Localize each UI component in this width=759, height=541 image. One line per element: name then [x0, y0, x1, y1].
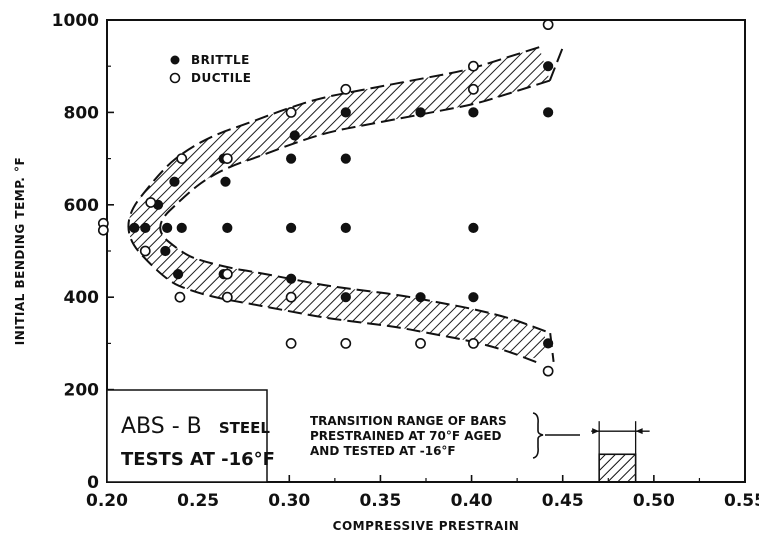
info-box: ABS - B STEEL TESTS AT -16°F	[106, 389, 275, 483]
ductile-point	[145, 197, 157, 208]
transition-band-layer	[127, 46, 564, 364]
brittle-point	[468, 222, 479, 233]
ductile-point	[467, 60, 479, 72]
brittle-point	[129, 222, 140, 233]
reference-range-arrow-right	[635, 428, 643, 435]
ductile-point	[467, 83, 479, 95]
upper-dashed-extension	[548, 47, 564, 81]
reference-range-bar	[598, 453, 637, 483]
ductile-point	[285, 337, 297, 349]
x-tick-labels: 0.20 0.25 0.30 0.35 0.40 0.45 0.50 0.55	[86, 491, 759, 511]
reference-note: TRANSITION RANGE OF BARS PRESTRAINED AT …	[310, 412, 580, 459]
ductile-point	[340, 337, 352, 349]
ductile-point	[97, 224, 109, 236]
transition-band-outer-dashed	[159, 79, 551, 335]
ductile-point	[285, 107, 297, 118]
brittle-point	[340, 222, 351, 233]
y-tick-label: 600	[64, 196, 100, 216]
brittle-point	[468, 292, 479, 303]
reference-note-line3: AND TESTED AT -16°F	[310, 444, 456, 458]
x-tick-label: 0.30	[268, 491, 310, 511]
reference-note-line1: TRANSITION RANGE OF BARS	[310, 414, 507, 428]
transition-band-hatch	[128, 47, 550, 359]
y-tick-label: 200	[64, 381, 100, 401]
ductile-point	[174, 291, 186, 303]
legend-brittle-label: BRITTLE	[191, 53, 250, 67]
x-tick-label: 0.50	[633, 491, 675, 511]
brittle-point	[340, 292, 351, 303]
x-tick-label: 0.25	[177, 491, 219, 511]
brittle-point	[340, 107, 351, 118]
ductile-point	[542, 19, 554, 31]
brittle-point	[176, 222, 187, 233]
ductile-point	[285, 291, 297, 303]
brittle-point	[222, 222, 233, 233]
brittle-point	[220, 176, 231, 187]
x-tick-label: 0.55	[724, 491, 759, 511]
transition-band-inner-dashed	[127, 46, 540, 364]
brittle-point	[162, 222, 173, 233]
ductile-point	[467, 337, 479, 349]
info-box-steel-word: STEEL	[219, 419, 271, 437]
ductile-point	[221, 153, 233, 164]
brittle-point	[340, 153, 351, 164]
info-box-steel-grade: ABS - B	[121, 414, 202, 439]
x-tick-label: 0.35	[359, 491, 401, 511]
brittle-point	[543, 107, 554, 118]
brittle-point	[160, 245, 171, 257]
brittle-point	[172, 269, 184, 280]
brittle-point	[286, 222, 297, 233]
brittle-point	[543, 61, 554, 72]
brittle-point	[286, 273, 297, 284]
y-tick-labels: 0 200 400 600 800 1000	[52, 11, 99, 493]
data-points	[97, 19, 554, 377]
y-tick-label: 400	[64, 288, 100, 308]
ductile-point	[176, 153, 188, 164]
brittle-point	[543, 338, 554, 349]
info-box-line2: TESTS AT -16°F	[121, 449, 275, 470]
ductile-point	[542, 365, 554, 377]
ductile-point	[221, 291, 233, 303]
y-axis-title: INITIAL BENDING TEMP. °F	[13, 157, 27, 345]
ductile-point	[139, 245, 151, 257]
y-tick-label: 1000	[52, 11, 99, 31]
legend-brittle-marker	[170, 55, 180, 65]
reference-range-arrow-left	[592, 428, 600, 435]
brittle-point	[169, 176, 180, 187]
legend-ductile-label: DUCTILE	[191, 71, 252, 85]
x-tick-label: 0.20	[86, 491, 128, 511]
brittle-point	[286, 153, 297, 164]
x-axis-title: COMPRESSIVE PRESTRAIN	[333, 519, 520, 533]
info-box-frame	[106, 389, 268, 483]
legend: BRITTLE DUCTILE	[169, 53, 252, 85]
reference-transition-range	[591, 421, 650, 483]
ductile-point	[340, 83, 352, 95]
y-tick-label: 0	[87, 473, 99, 493]
brittle-point	[415, 292, 426, 303]
ductile-point	[221, 268, 233, 280]
reference-note-line2: PRESTRAINED AT 70°F AGED	[310, 429, 502, 443]
ductile-point	[415, 337, 426, 349]
lower-dashed-extension	[549, 332, 555, 363]
brittle-point	[468, 107, 479, 118]
y-tick-label: 800	[64, 103, 100, 123]
x-tick-label: 0.45	[542, 491, 584, 511]
brittle-point	[415, 107, 426, 118]
info-box-line1: ABS - B STEEL	[121, 414, 270, 439]
brittle-point	[289, 130, 300, 141]
brittle-point	[140, 222, 151, 233]
reference-note-brace	[532, 412, 544, 459]
legend-ductile-marker	[169, 72, 181, 84]
x-tick-label: 0.40	[451, 491, 493, 511]
